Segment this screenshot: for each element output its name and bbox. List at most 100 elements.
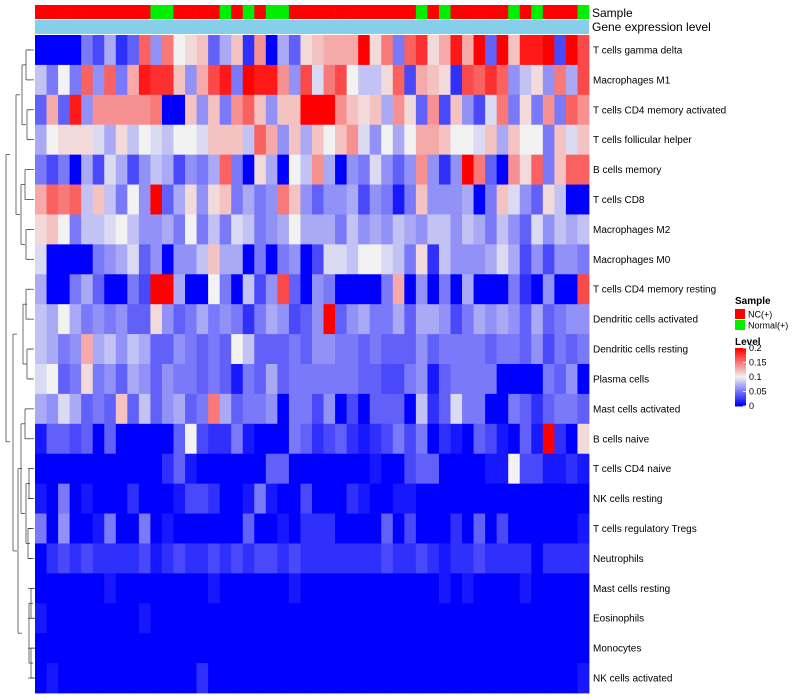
heatmap-cell [485, 453, 498, 485]
sample-annotation-cell [335, 5, 347, 19]
heatmap-cell [300, 184, 313, 215]
heatmap-cell [577, 663, 590, 694]
heatmap-cell [300, 423, 313, 455]
heatmap-cell [462, 543, 474, 574]
heatmap-cell [138, 633, 151, 664]
heatmap-cell [323, 184, 336, 215]
heatmap-cell [438, 573, 451, 604]
heatmap-cell [565, 304, 578, 335]
heatmap-cell [508, 334, 521, 365]
heatmap-cell [496, 513, 509, 544]
heatmap-cell [46, 603, 59, 634]
heatmap-cell [542, 483, 555, 514]
row-label: NK cells resting [593, 494, 662, 505]
heatmap-cell [554, 393, 567, 425]
heatmap-cell [161, 124, 174, 156]
heatmap-cell [81, 603, 94, 634]
sample-annotation-cell [462, 5, 474, 19]
heatmap-cell [58, 603, 71, 634]
heatmap-cell [531, 513, 544, 544]
heatmap-cell [138, 453, 151, 485]
heatmap-cell [231, 304, 244, 335]
heatmap-cell [254, 35, 267, 66]
heatmap-cell [542, 214, 555, 245]
heatmap-cell [519, 214, 532, 245]
heatmap-cell [462, 364, 474, 395]
heatmap-cell [46, 543, 59, 574]
heatmap-cell [127, 453, 140, 485]
heatmap-cell [346, 64, 359, 96]
row-label: Mast cells activated [593, 404, 680, 415]
sample-annotation-cell [161, 5, 174, 19]
sample-annotation-cell [427, 5, 440, 19]
heatmap-cell [208, 35, 221, 66]
heatmap-cell [438, 453, 451, 485]
heatmap-cell [104, 603, 117, 634]
heatmap-cell [277, 663, 290, 694]
heatmap-cell [173, 364, 186, 395]
heatmap-cell [381, 334, 394, 365]
heatmap-cell [485, 334, 498, 365]
colorbar-tick-label: 0.05 [749, 387, 767, 397]
heatmap-cell [323, 573, 336, 604]
heatmap-cell [231, 663, 244, 694]
heatmap-cell [58, 453, 71, 485]
heatmap-cell [231, 274, 244, 305]
heatmap-cell [335, 483, 348, 514]
heatmap-cell [485, 35, 498, 66]
heatmap-cell [496, 423, 509, 455]
heatmap-cell [150, 663, 163, 694]
heatmap-cell [265, 663, 278, 694]
heatmap-cell [104, 64, 117, 96]
heatmap-cell [335, 663, 348, 694]
sample-annotation-cell [185, 5, 197, 19]
heatmap-cell [577, 35, 590, 66]
heatmap-cell [450, 214, 463, 245]
heatmap-cell [381, 94, 394, 126]
heatmap-cell [496, 154, 509, 185]
heatmap-cell [496, 64, 509, 96]
heatmap-cell [231, 573, 244, 604]
heatmap-cell [231, 214, 244, 245]
heatmap-cell [127, 663, 140, 694]
heatmap-cell [185, 633, 197, 664]
heatmap-cell [369, 64, 382, 96]
heatmap-cell [127, 35, 140, 66]
heatmap-cell [462, 184, 474, 215]
heatmap-cell [173, 573, 186, 604]
heatmap-cell [277, 184, 290, 215]
heatmap-cell [404, 334, 417, 365]
heatmap-cell [161, 154, 174, 185]
legend-sample-label: Normal(+) [748, 321, 788, 331]
heatmap-cell [531, 423, 544, 455]
heatmap-cell [519, 304, 532, 335]
heatmap-cell [104, 423, 117, 455]
heatmap-cell [81, 334, 94, 365]
row-label: Plasma cells [593, 374, 649, 385]
heatmap-cell [173, 184, 186, 215]
heatmap-cell [196, 633, 209, 664]
heatmap-cell [219, 633, 232, 664]
heatmap-cell [35, 244, 47, 275]
heatmap-cell [542, 304, 555, 335]
heatmap-cell [242, 453, 255, 485]
heatmap-cell [115, 393, 128, 425]
heatmap-cell [185, 513, 197, 544]
heatmap-cell [208, 154, 221, 185]
heatmap-cell [115, 35, 128, 66]
sample-annotation-cell [115, 5, 128, 19]
heatmap-cell [127, 184, 140, 215]
heatmap-cell [358, 35, 371, 66]
heatmap-cell [415, 423, 428, 455]
heatmap-cell [115, 124, 128, 156]
heatmap-cell [312, 94, 324, 126]
heatmap-cell [531, 274, 544, 305]
heatmap-cell [46, 513, 59, 544]
heatmap-cell [542, 513, 555, 544]
heatmap-cell [150, 244, 163, 275]
heatmap-cell [369, 244, 382, 275]
heatmap-cell [208, 543, 221, 574]
heatmap-cell [288, 364, 301, 395]
heatmap-cell [496, 214, 509, 245]
heatmap-cell [485, 304, 498, 335]
